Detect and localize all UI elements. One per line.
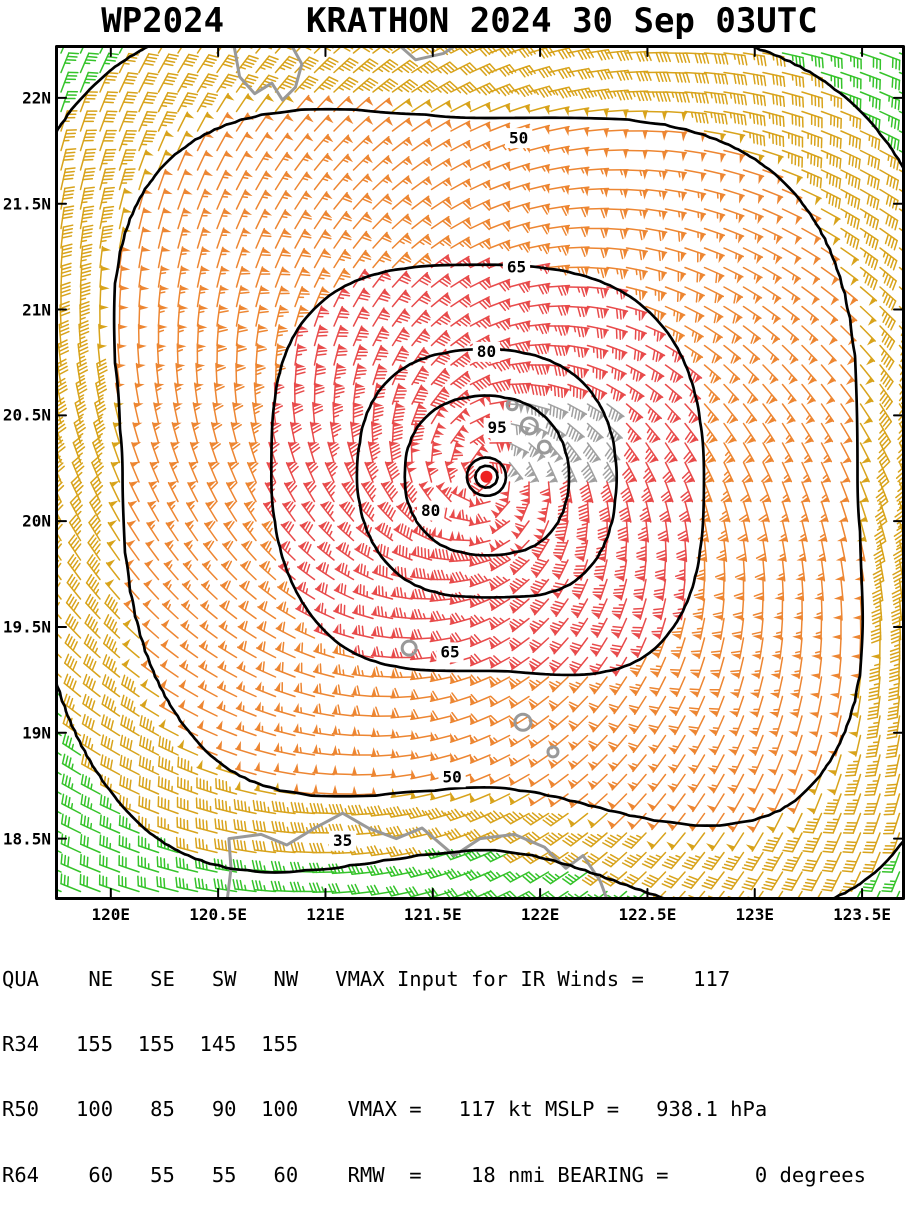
- y-axis-tick-label: 21.5N: [2, 194, 51, 214]
- wind-analysis-page: { "title": "WP2024 KRATHON 2024 30 Sep 0…: [2, 1, 905, 1186]
- map-plot-area: 120E 120.5E 121E 121.5E 122E 122.5E 123E 123.5E…: [3, 45, 905, 924]
- wind-radii-line-r64: R64 60 55 55 60 RMW = 18 nmi BEARING = 0…: [2, 1162, 866, 1187]
- y-axis-tick-label: 19.5N: [2, 617, 51, 637]
- y-axis-tick-label: 21N: [22, 300, 51, 320]
- wind-radii-line-r34: R34 155 155 145 155: [2, 1031, 299, 1056]
- y-axis-tick-label: 18.5N: [2, 829, 51, 849]
- x-axis-tick-label: 121.5E: [403, 905, 462, 924]
- x-axis-tick-label: 123.5E: [833, 905, 891, 924]
- chart-title: WP2024 KRATHON 2024 30 Sep 03UTC: [101, 1, 818, 41]
- wind-radii-line-qua: QUA NE SE SW NW VMAX Input for IR Winds …: [2, 966, 731, 991]
- wind-radii-line-r50: R50 100 85 90 100 VMAX = 117 kt MSLP = 9…: [2, 1097, 768, 1122]
- x-axis-tick-label: 122E: [520, 905, 560, 924]
- y-axis-tick-label: 22N: [22, 88, 51, 108]
- x-axis-tick-label: 122.5E: [618, 905, 677, 924]
- x-axis-tick-label: 120.5E: [189, 905, 248, 924]
- x-axis-tick-label: 121E: [306, 905, 345, 924]
- wind-barb-canvas: [55, 45, 905, 900]
- y-axis-tick-label: 20N: [22, 511, 51, 531]
- x-axis-tick-label: 123E: [735, 905, 774, 924]
- x-axis-tick-label: 120E: [91, 905, 131, 924]
- wind-radii-table: QUA NE SE SW NW VMAX Input for IR Winds …: [2, 925, 866, 1208]
- y-axis-tick-label: 20.5N: [2, 405, 51, 425]
- y-axis-tick-label: 19N: [22, 723, 51, 743]
